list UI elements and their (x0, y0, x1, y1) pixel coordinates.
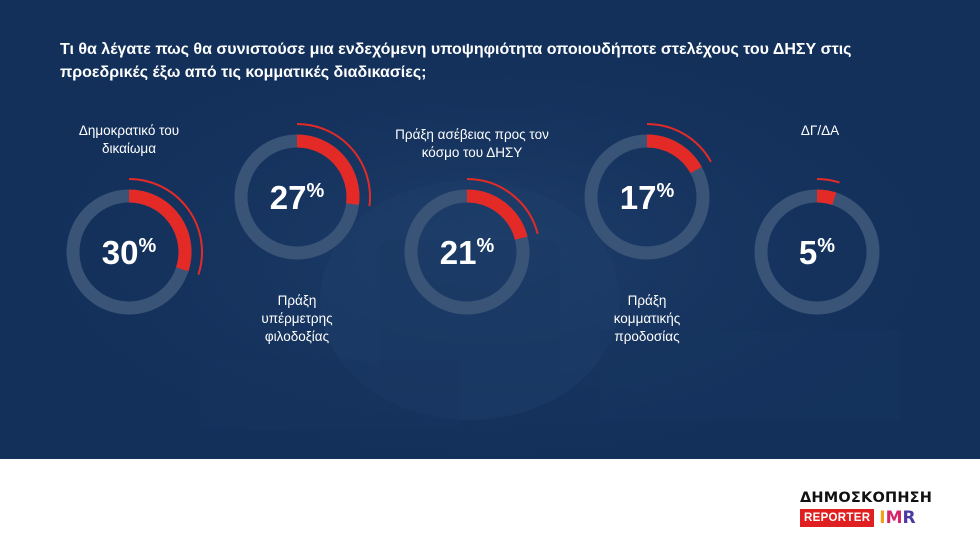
donut-1: 30% (66, 178, 203, 315)
logo-imr: IMR (879, 508, 916, 528)
donut-category-label-1: Δημοκρατικό του δικαίωμα (78, 123, 180, 156)
donut-outer-arc-3 (466, 178, 539, 235)
donut-value-arc-4 (646, 134, 702, 174)
donut-2: 27% (234, 123, 371, 260)
logo-dimoskopisi: ΔΗΜΟΣΚΟΠΗΣΗ (800, 490, 933, 506)
donut-4: 17% (584, 123, 712, 260)
donut-value-arc-3 (466, 189, 528, 240)
pollster-logo: ΔΗΜΟΣΚΟΠΗΣΗ REPORTER IMR (800, 490, 933, 528)
donut-value-arc-2 (296, 134, 360, 205)
donut-outer-arc-1 (128, 178, 203, 275)
donut-value-arc-1 (128, 189, 192, 272)
logo-reporter: REPORTER (800, 509, 875, 527)
donut-category-label-4: Πράξη κομματικής προδοσίας (613, 293, 681, 344)
donut-outer-arc-4 (646, 123, 712, 163)
donut-5: 5% (754, 178, 880, 315)
donut-category-label-2: Πράξη υπέρμετρης φιλοδοξίας (261, 293, 333, 344)
donut-value-label-4: 17% (620, 179, 675, 216)
donut-value-arc-5 (816, 189, 837, 205)
donut-outer-arc-2 (296, 123, 371, 207)
donut-3: 21% (404, 178, 539, 315)
donut-value-label-5: 5% (799, 234, 835, 271)
donut-category-label-5: ΔΓ/ΔΑ (800, 123, 840, 138)
donut-value-label-1: 30% (102, 234, 157, 271)
question-title: Τι θα λέγατε πως θα συνιστούσε μια ενδεχ… (60, 41, 852, 81)
donut-value-label-3: 21% (440, 234, 495, 271)
donut-value-label-2: 27% (270, 179, 325, 216)
donut-charts: 30% 27% 21% 17% 5% (66, 123, 880, 315)
donut-outer-arc-5 (816, 178, 840, 184)
background-photo (0, 0, 980, 459)
chart-panel: Τι θα λέγατε πως θα συνιστούσε μια ενδεχ… (0, 0, 980, 459)
donut-category-label-3: Πράξη ασέβειας προς τον κόσμο του ΔΗΣΥ (395, 127, 549, 160)
